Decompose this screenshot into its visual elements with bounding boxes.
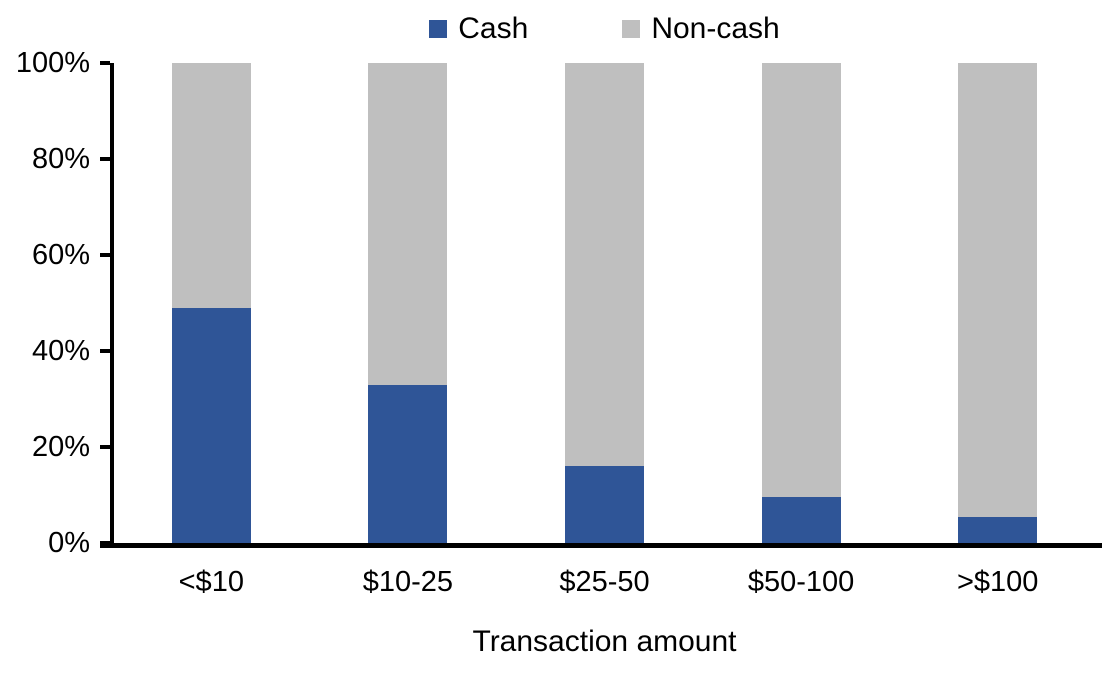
x-axis-title: Transaction amount — [472, 625, 737, 658]
bar-segment-non-cash — [958, 63, 1038, 517]
x-axis-tick-label: <$10 — [178, 566, 244, 598]
legend-label: Cash — [458, 12, 529, 45]
bar-1 — [368, 63, 448, 543]
y-axis-tick-label: 40% — [31, 335, 90, 367]
y-axis-tick — [100, 445, 110, 449]
x-axis-tick-label: >$100 — [956, 566, 1039, 598]
y-axis-tick-label: 20% — [31, 431, 90, 463]
y-axis-tick — [100, 157, 110, 161]
y-axis-tick-label: 100% — [15, 47, 90, 79]
legend-item-non-cash: Non-cash — [622, 12, 780, 46]
bar-4 — [958, 63, 1038, 543]
chart-legend: Cash Non-cash — [113, 9, 1096, 49]
bar-segment-non-cash — [171, 63, 251, 308]
legend-swatch-icon — [429, 20, 448, 38]
bar-segment-non-cash — [565, 63, 644, 467]
x-axis-tick-label: $10-25 — [362, 566, 454, 598]
y-axis-tick — [100, 253, 110, 257]
bar-segment-cash — [565, 466, 644, 543]
bar-segment-cash — [958, 516, 1038, 543]
plot-area — [113, 63, 1096, 543]
legend-label: Non-cash — [651, 12, 780, 45]
y-axis-tick-label: 0% — [48, 527, 90, 559]
bar-2 — [565, 63, 644, 543]
bar-segment-cash — [368, 384, 448, 543]
bar-0 — [171, 63, 251, 543]
x-axis-line — [100, 543, 1102, 548]
y-axis-tick — [100, 61, 110, 65]
bar-segment-cash — [761, 497, 841, 543]
y-axis-tick — [100, 349, 110, 353]
legend-swatch-icon — [622, 20, 641, 38]
y-axis-line — [110, 63, 114, 545]
x-axis-tick-label: $25-50 — [559, 566, 650, 598]
y-axis-tick-label: 60% — [31, 239, 90, 271]
x-axis-tick-label: $50-100 — [747, 566, 855, 598]
legend-item-cash: Cash — [429, 12, 528, 46]
bar-segment-cash — [171, 307, 251, 543]
bar-3 — [761, 63, 841, 543]
bar-segment-non-cash — [761, 63, 841, 498]
y-axis-tick-label: 80% — [31, 143, 90, 175]
bar-segment-non-cash — [368, 63, 448, 385]
